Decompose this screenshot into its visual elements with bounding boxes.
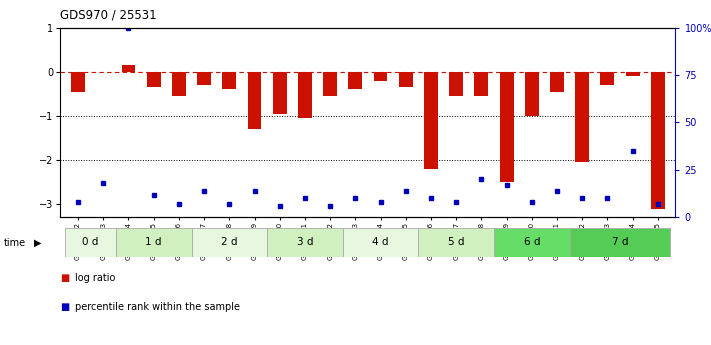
Bar (601, 72, 614, 85)
Text: 7 d: 7 d (611, 237, 629, 247)
Bar (373, 72, 387, 80)
Bar (418, 228, 494, 257)
Bar (399, 72, 412, 87)
Bar (474, 72, 488, 96)
Bar (116, 228, 191, 257)
Bar (570, 228, 670, 257)
Text: time: time (4, 238, 26, 248)
Bar (172, 72, 186, 96)
Bar (626, 72, 639, 76)
Bar (575, 72, 589, 162)
Text: 4 d: 4 d (373, 237, 389, 247)
Text: percentile rank within the sample: percentile rank within the sample (75, 302, 240, 312)
Bar (525, 72, 539, 116)
Text: 1 d: 1 d (146, 237, 162, 247)
Bar (651, 72, 665, 208)
Bar (191, 228, 267, 257)
Text: log ratio: log ratio (75, 273, 115, 283)
Text: 3 d: 3 d (296, 237, 313, 247)
Text: 5 d: 5 d (448, 237, 464, 247)
Text: GDS970 / 25531: GDS970 / 25531 (60, 9, 157, 22)
Bar (247, 72, 262, 129)
Bar (550, 72, 564, 91)
Bar (146, 72, 161, 87)
Bar (324, 72, 337, 96)
Bar (494, 228, 570, 257)
Bar (197, 72, 211, 85)
Bar (65, 228, 116, 257)
Bar (267, 228, 343, 257)
Text: 0 d: 0 d (82, 237, 99, 247)
Bar (348, 72, 363, 89)
Bar (424, 72, 438, 169)
Bar (273, 72, 287, 114)
Bar (122, 65, 135, 72)
Bar (223, 72, 236, 89)
Bar (343, 228, 418, 257)
Bar (71, 72, 85, 91)
Text: ▶: ▶ (34, 238, 42, 248)
Text: 2 d: 2 d (221, 237, 237, 247)
Text: ■: ■ (60, 273, 70, 283)
Bar (449, 72, 463, 96)
Bar (298, 72, 312, 118)
Bar (500, 72, 513, 182)
Text: ■: ■ (60, 302, 70, 312)
Text: 6 d: 6 d (523, 237, 540, 247)
